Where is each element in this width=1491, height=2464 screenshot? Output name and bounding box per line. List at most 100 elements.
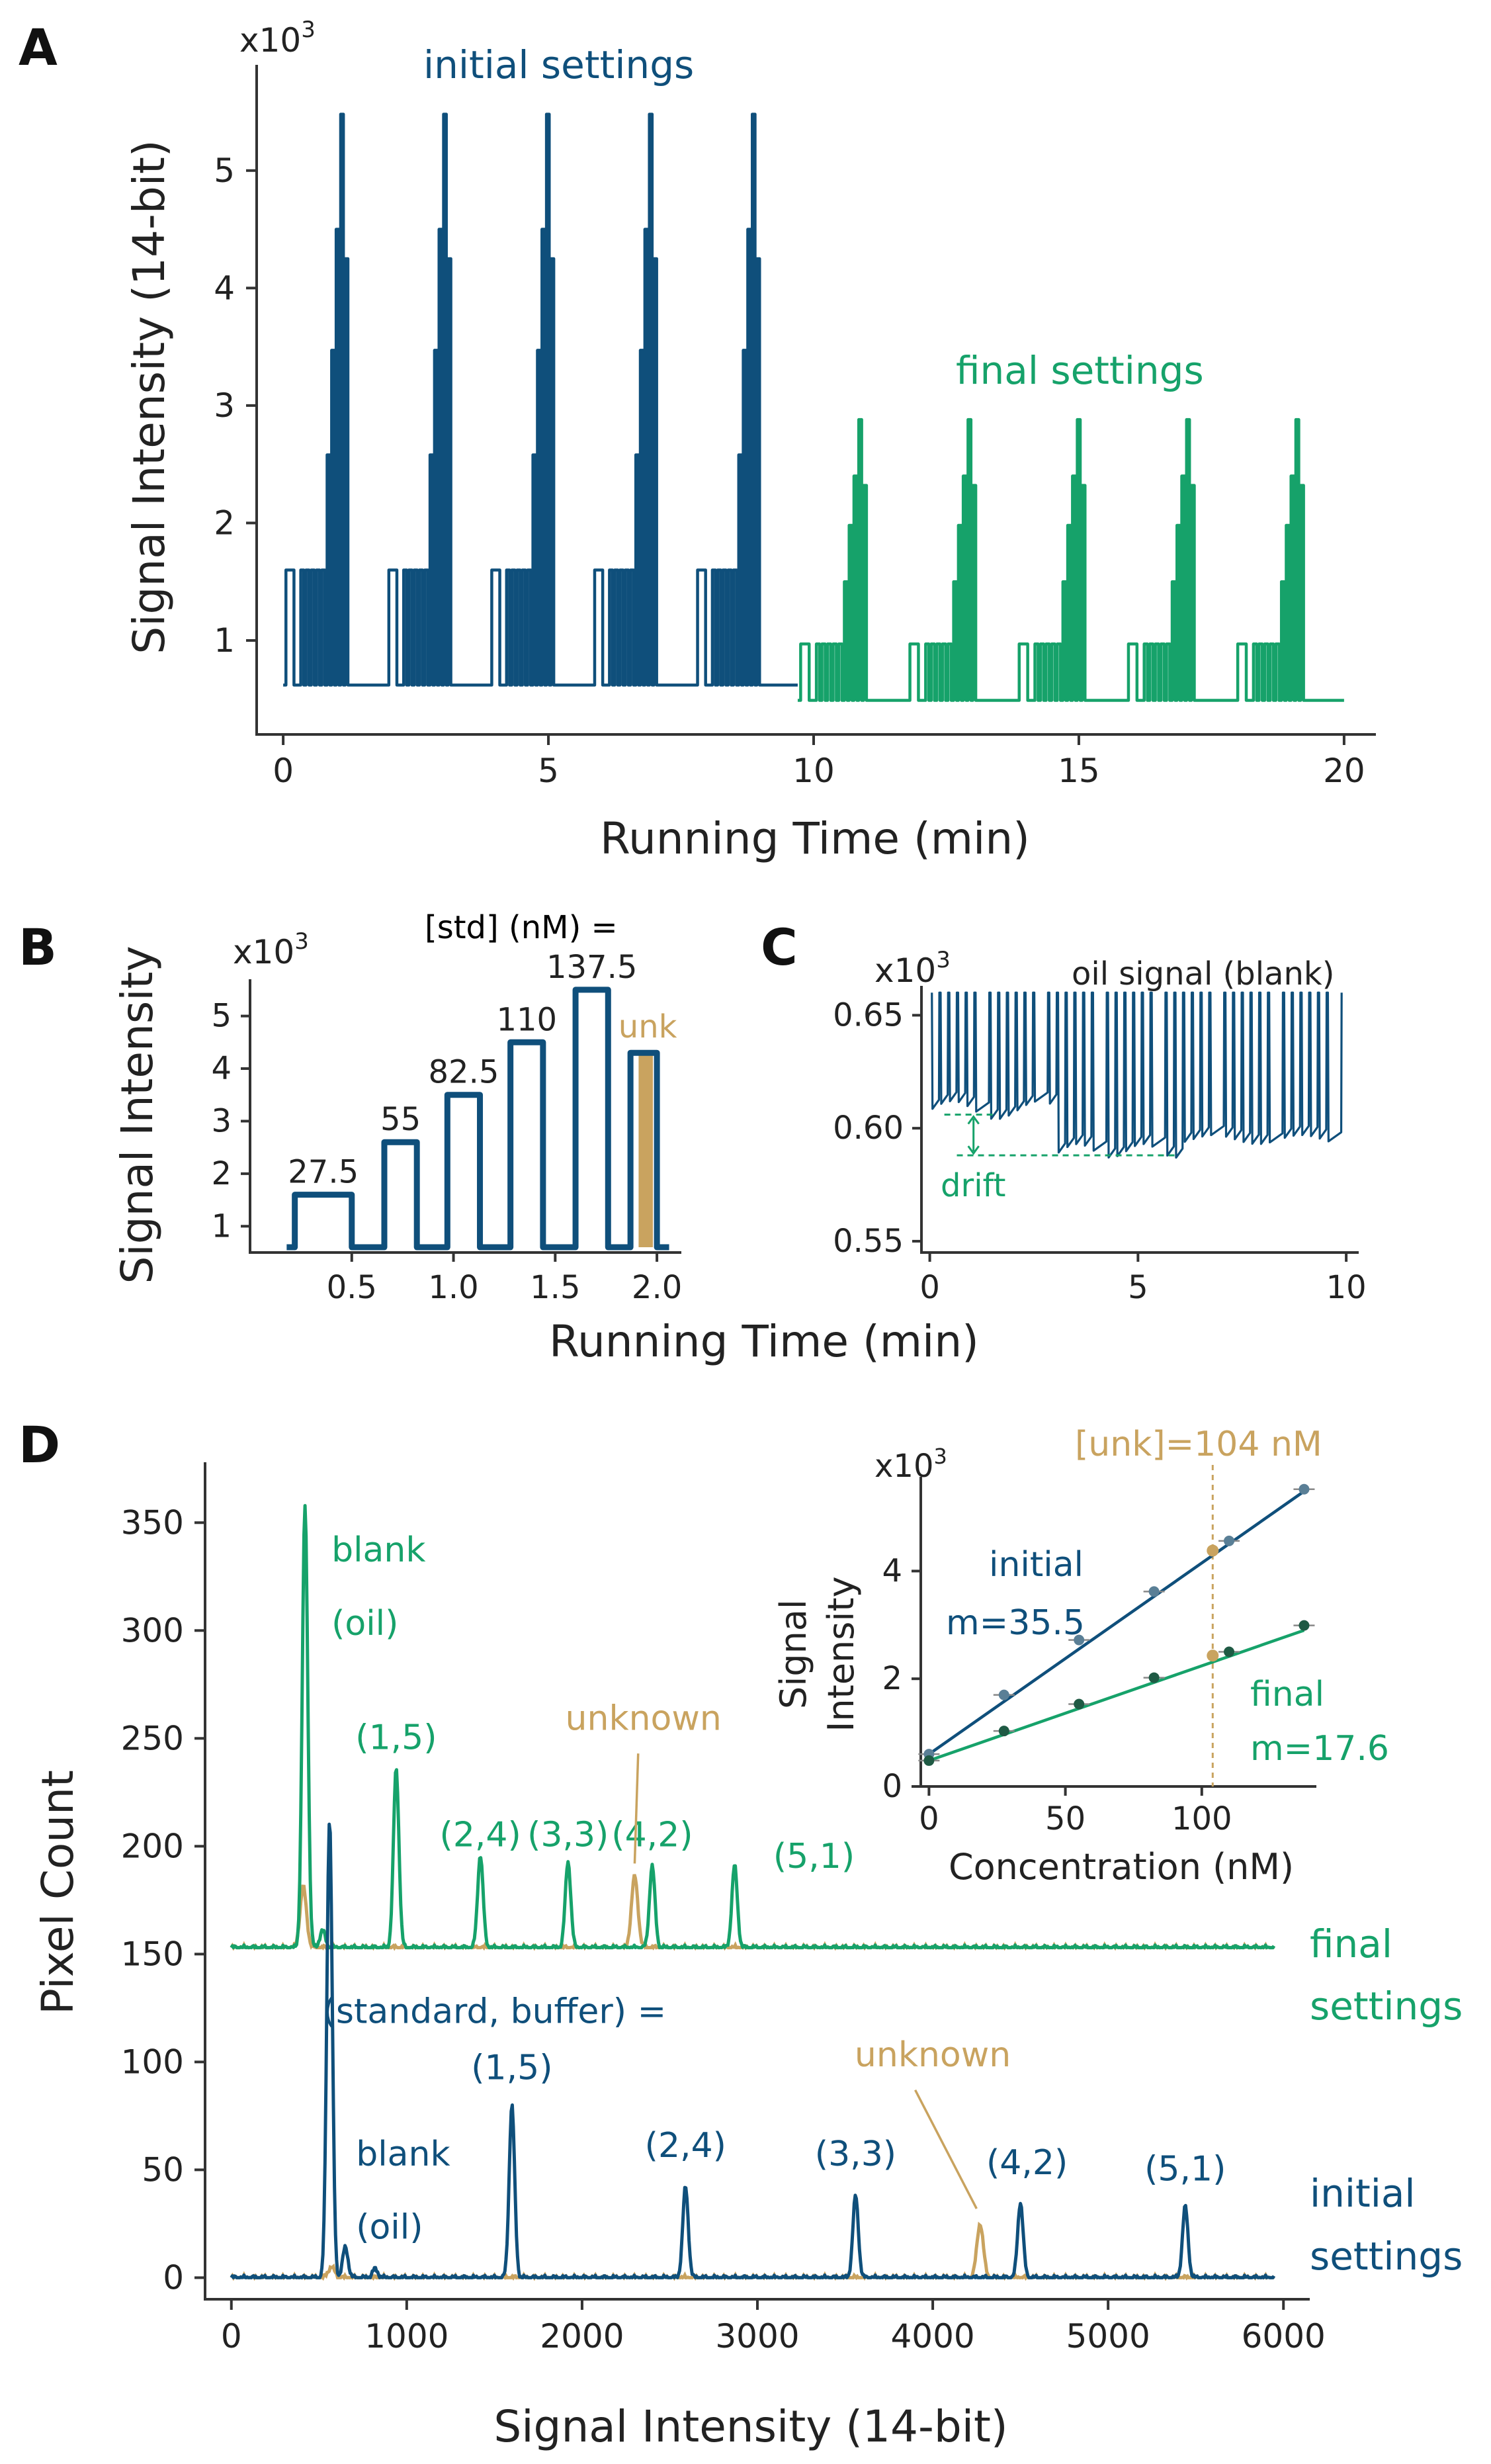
inset-unk-label: [unk]=104 nM [1075, 1425, 1322, 1464]
panel-d-xlabel: Signal Intensity (14-bit) [493, 2401, 1007, 2452]
panel-a-series-initial [283, 112, 798, 687]
inset-point-initial [998, 1689, 1009, 1700]
final-peak-label: (5,1) [773, 1837, 855, 1876]
final-peak-label: (1,5) [355, 1718, 437, 1758]
inset-initial-label: initial [989, 1545, 1084, 1585]
inset-point-final [923, 1755, 935, 1766]
panel-d-axes [204, 1462, 1310, 2301]
panel-b-ytick-label: 5 [211, 998, 232, 1035]
inset-point-final [1074, 1698, 1085, 1710]
legend-initial-line1: initial [1310, 2171, 1416, 2216]
inset-xtick-label: 100 [1172, 1800, 1232, 1837]
panel-c-ytick-label: 0.60 [833, 1110, 904, 1147]
panel-c-ytick-label: 0.55 [833, 1223, 904, 1260]
panel-a-xticks: 0 5 10 15 20 [273, 734, 1365, 790]
panel-d-ytick-label: 150 [121, 1935, 184, 1973]
panel-d-yticks: 0 50 100 150 200 250 300 350 [121, 1503, 205, 2297]
inset-final-slope: m=17.6 [1250, 1729, 1389, 1769]
panel-a-xtick-label: 0 [273, 752, 294, 790]
inset-yticks: 0 2 4 [882, 1552, 921, 1805]
panel-b-multiplier: x103 [233, 928, 309, 971]
panel-a-traces [283, 112, 1344, 702]
inset-point-final [998, 1726, 1009, 1737]
panel-c-xtick-label: 5 [1128, 1269, 1148, 1306]
panel-label-b: B [19, 918, 57, 977]
inset-initial-slope: m=35.5 [946, 1603, 1085, 1643]
legend-initial-line2: settings [1310, 2234, 1463, 2279]
panel-d-xtick-label: 3000 [715, 2317, 799, 2355]
panel-a-series-final [797, 418, 1344, 702]
panel-b-ytick-label: 2 [211, 1155, 232, 1192]
panel-a-ytick-label: 1 [214, 621, 235, 660]
inset-xlabel: Concentration (nM) [949, 1846, 1294, 1888]
panel-c-ytick-label: 0.65 [833, 996, 904, 1034]
panel-c-yticks: 0.55 0.60 0.65 [833, 996, 921, 1260]
panel-c-trace-line [931, 991, 1343, 1159]
annotation-initial-settings: initial settings [423, 42, 694, 87]
legend-final-line1: final [1310, 1921, 1392, 1966]
panel-d-xtick-label: 5000 [1066, 2317, 1150, 2355]
panel-b-xtick-label: 0.5 [327, 1269, 377, 1306]
panel-c-xtick-label: 0 [919, 1269, 940, 1306]
panel-d-ytick-label: 100 [121, 2043, 184, 2081]
initial-unknown-label: unknown [855, 2035, 1011, 2075]
panel-b: B Signal Intensity x103 1 2 3 4 5 0.5 1.0 1.5 2… [19, 909, 682, 1306]
panel-b-std-label: 137.5 [546, 949, 637, 986]
panel-b-xticks: 0.5 1.0 1.5 2.0 [327, 1253, 682, 1306]
inset-point-initial [1299, 1483, 1310, 1495]
panel-b-unknown-area [638, 1053, 653, 1248]
final-unknown-pointer [633, 1753, 640, 1864]
panel-d-peak-labels: blank(oil)(1,5)(2,4) (3,3) (4,2)(5,1)unkno… [323, 1530, 1226, 2248]
inset-unk-point-final [1207, 1650, 1219, 1662]
panel-c-trace [931, 991, 1343, 1159]
final-peak-label: (4,2) [611, 1815, 693, 1855]
panel-d-trace-final [230, 1504, 1276, 1950]
panel-d-ytick-label: 300 [121, 1611, 184, 1650]
panel-b-std-header: [std] (nM) = [425, 909, 618, 946]
inset-fit-final [928, 1628, 1305, 1763]
final-unknown-label: unknown [566, 1698, 722, 1738]
inset-calibration [918, 1465, 1315, 1786]
inset-ytick-label: 0 [882, 1768, 902, 1805]
panel-b-xtick-label: 1.0 [428, 1269, 478, 1306]
panel-d-trace-initial [230, 1822, 1276, 2279]
panel-c-xticks: 0 5 10 [919, 1253, 1367, 1306]
panel-d-ytick-label: 0 [163, 2258, 184, 2297]
initial-peak-label: (5,1) [1144, 2150, 1226, 2189]
panel-c-drift-arrow-head-up [967, 1115, 980, 1125]
panel-b-std-label: 82.5 [428, 1054, 499, 1091]
inset-multiplier: x103 [874, 1444, 947, 1485]
panel-d-ylabel: Pixel Count [32, 1770, 83, 2015]
inset-point-final [1299, 1620, 1310, 1631]
panel-a-ylabel: Signal Intensity (14-bit) [124, 140, 175, 654]
final-peak-label: (3,3) [527, 1815, 609, 1855]
panel-a-ytick-label: 2 [214, 504, 235, 542]
panel-d-ytick-label: 250 [121, 1719, 184, 1757]
panel-b-axes [249, 979, 681, 1254]
panel-d-xtick-label: 6000 [1242, 2317, 1326, 2355]
initial-header-label: (standard, buffer) = [323, 1992, 667, 2032]
inset-final-label: final [1250, 1675, 1324, 1714]
inset-ytick-label: 4 [882, 1552, 902, 1589]
panel-a-ytick-label: 5 [214, 152, 235, 190]
inset-point-initial [1074, 1634, 1085, 1646]
panel-d-xticks: 0 1000 2000 3000 4000 5000 6000 [221, 2299, 1326, 2355]
panel-bc-xlabel: Running Time (min) [549, 1316, 979, 1367]
panel-a-yticks: 1 2 3 4 5 [214, 152, 257, 660]
legend-final-line2: settings [1310, 1984, 1463, 2029]
panel-b-std-label: 55 [380, 1101, 421, 1138]
annotation-final-settings: final settings [956, 348, 1204, 393]
final-peak-label: (2,4) [440, 1815, 521, 1855]
panel-b-unk-label: unk [618, 1008, 677, 1045]
initial-unknown-pointer [914, 2089, 978, 2209]
panel-b-std-label: 27.5 [288, 1154, 359, 1191]
final-blank-label: blank [331, 1530, 425, 1570]
initial-blank-label: blank [356, 2134, 450, 2174]
panel-b-xtick-label: 1.5 [530, 1269, 580, 1306]
panel-b-xtick-label: 2.0 [632, 1269, 682, 1306]
panel-c: C x103 0.55 0.60 0.65 0 5 10 oil signal (bla… [761, 918, 1367, 1306]
panel-b-yticks: 1 2 3 4 5 [211, 998, 250, 1245]
inset-fit-initial [928, 1490, 1305, 1756]
initial-peak-label: (1,5) [471, 2048, 552, 2088]
panel-d-ytick-label: 50 [142, 2150, 184, 2189]
